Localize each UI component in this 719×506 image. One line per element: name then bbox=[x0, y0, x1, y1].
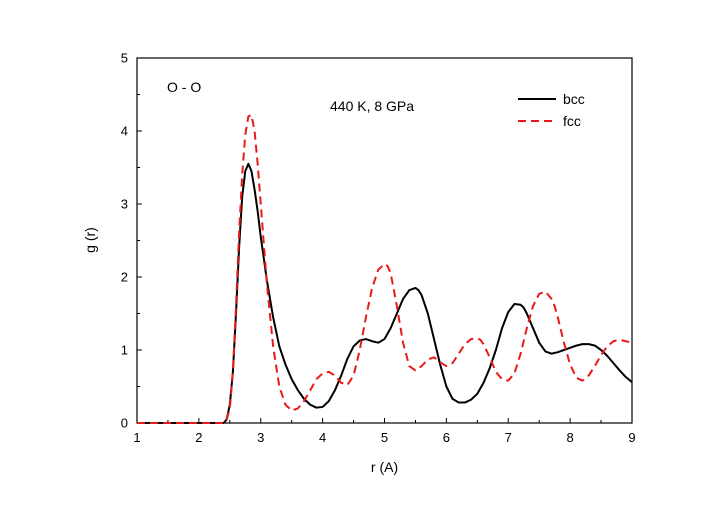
y-tick-label: 0 bbox=[121, 416, 128, 431]
x-tick-label: 7 bbox=[505, 430, 512, 445]
condition-annotation: 440 K, 8 GPa bbox=[330, 98, 414, 114]
x-tick-label: 6 bbox=[443, 430, 450, 445]
panel-annotation: O - O bbox=[167, 79, 201, 95]
x-tick-label: 8 bbox=[567, 430, 574, 445]
series-line-fcc bbox=[137, 113, 633, 424]
plot-area bbox=[136, 57, 633, 424]
legend-entry-bcc: bcc bbox=[563, 91, 585, 107]
y-tick-label: 4 bbox=[121, 124, 128, 139]
y-tick-label: 5 bbox=[121, 51, 128, 66]
x-tick-label: 2 bbox=[195, 430, 202, 445]
y-tick-label: 3 bbox=[121, 197, 128, 212]
x-tick-label: 4 bbox=[319, 430, 326, 445]
x-axis: 1 2 3 4 5 6 7 8 9 bbox=[133, 418, 636, 445]
x-tick-label: 9 bbox=[628, 430, 635, 445]
x-tick-label: 3 bbox=[257, 430, 264, 445]
y-tick-label: 2 bbox=[121, 270, 128, 285]
series-layer bbox=[137, 113, 633, 424]
legend-entry-fcc: fcc bbox=[563, 113, 581, 129]
x-tick-label: 1 bbox=[133, 430, 140, 445]
y-tick-label: 1 bbox=[121, 343, 128, 358]
series-line-bcc bbox=[137, 162, 633, 424]
y-axis-label: g (r) bbox=[82, 227, 98, 253]
legend: bcc fcc bbox=[518, 91, 585, 129]
x-tick-label: 5 bbox=[381, 430, 388, 445]
x-axis-label: r (A) bbox=[371, 459, 398, 475]
